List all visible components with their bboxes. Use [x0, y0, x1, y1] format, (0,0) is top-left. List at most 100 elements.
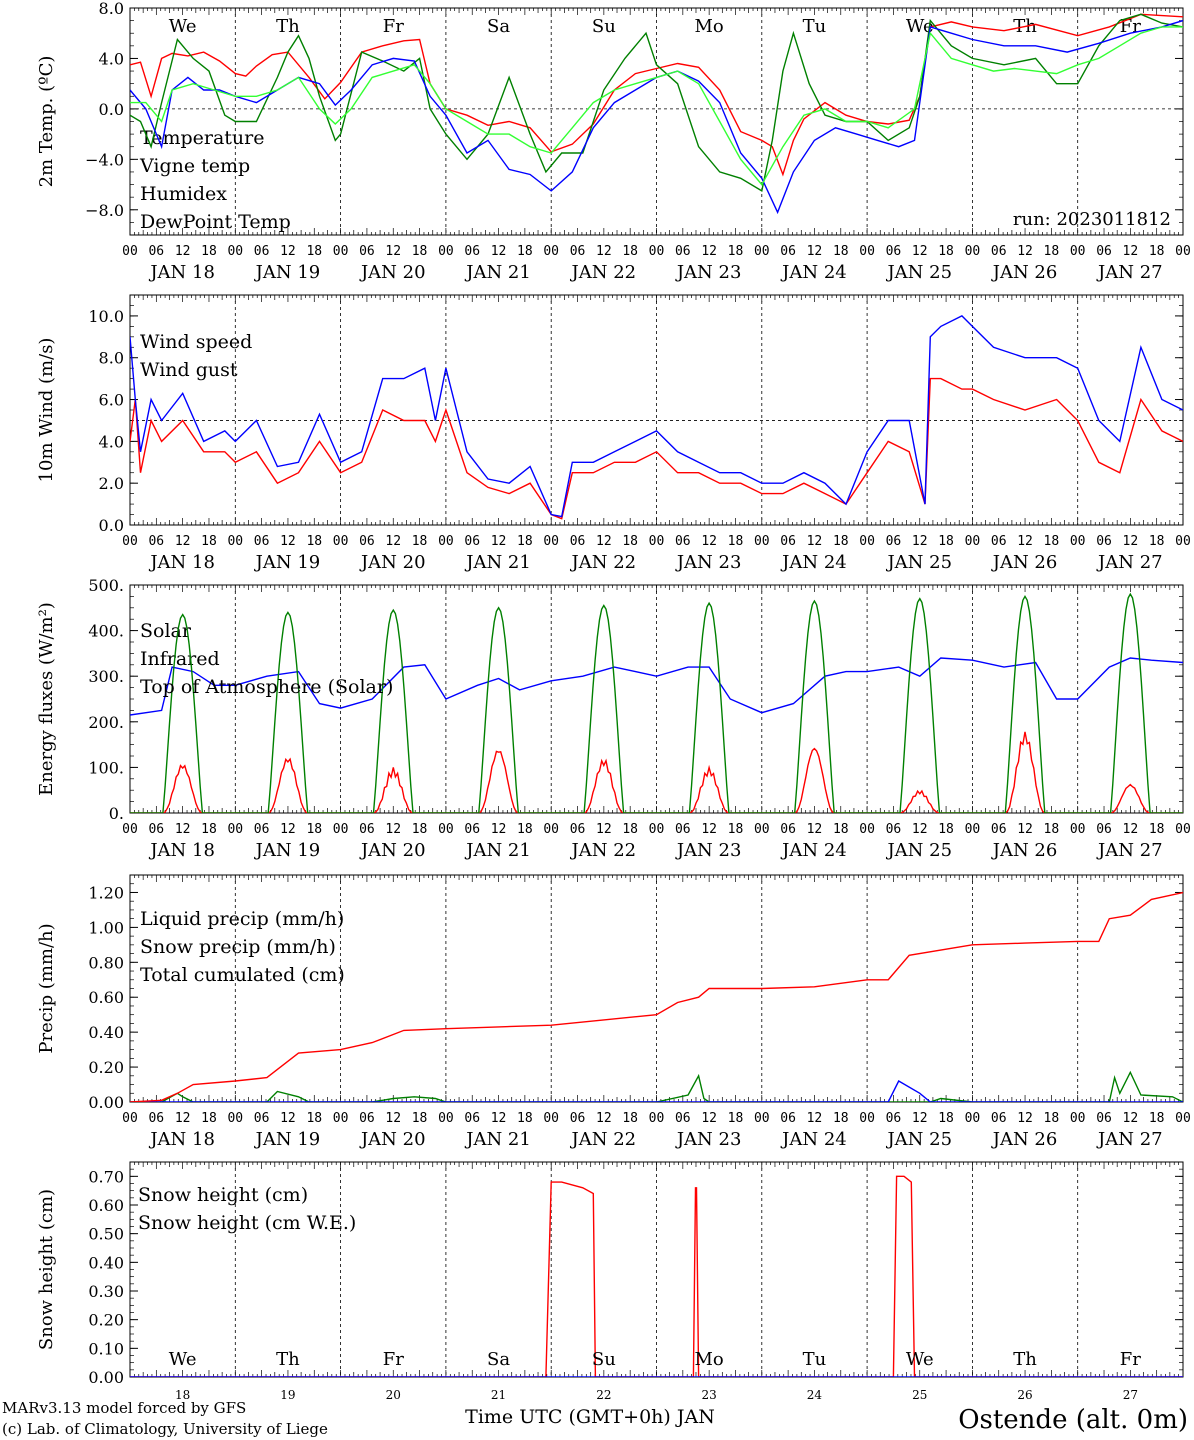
hour-label: 06 — [1096, 822, 1112, 837]
hour-label: 12 — [280, 244, 296, 259]
hour-label: 00 — [333, 822, 349, 837]
weekday-label: Su — [592, 1349, 616, 1370]
hour-label: 00 — [649, 244, 665, 259]
date-label: JAN 23 — [675, 262, 742, 283]
hour-label: 12 — [1123, 1111, 1139, 1126]
date-label: JAN 27 — [1096, 262, 1163, 283]
date-label: JAN 18 — [148, 1129, 215, 1150]
hour-label: 12 — [912, 534, 928, 549]
day-number-label: 26 — [1017, 1388, 1032, 1402]
run-label: run: 2023011812 — [1013, 209, 1171, 230]
weekday-label: Fr — [383, 16, 404, 37]
hour-label: 06 — [991, 1111, 1007, 1126]
hour-label: 18 — [1044, 1111, 1060, 1126]
hour-label: 06 — [464, 534, 480, 549]
hour-label: 12 — [1017, 822, 1033, 837]
hour-label: 06 — [780, 534, 796, 549]
hour-label: 12 — [912, 1111, 928, 1126]
hour-label: 12 — [596, 822, 612, 837]
y-tick-label: 0.60 — [88, 988, 124, 1007]
legend-entry: DewPoint Temp — [140, 211, 291, 233]
hour-label: 18 — [833, 822, 849, 837]
date-label: JAN 18 — [148, 552, 215, 573]
hour-label: 12 — [596, 1111, 612, 1126]
series-line-wind-0 — [130, 377, 1183, 520]
day-number-label: 23 — [702, 1388, 717, 1402]
hour-label: 12 — [385, 1111, 401, 1126]
hour-label: 00 — [649, 822, 665, 837]
y-tick-label: 2.0 — [99, 474, 124, 493]
hour-label: 18 — [833, 244, 849, 259]
hour-label: 00 — [227, 534, 243, 549]
hour-label: 00 — [649, 1111, 665, 1126]
legend-entry: Wind gust — [140, 359, 238, 381]
hour-label: 18 — [833, 534, 849, 549]
hour-label: 18 — [306, 1111, 322, 1126]
hour-label: 00 — [227, 1111, 243, 1126]
weekday-label: Mo — [695, 1349, 724, 1370]
hour-label: 18 — [728, 822, 744, 837]
y-axis-title: Snow height (cm) — [36, 1189, 57, 1350]
y-tick-label: 500. — [88, 576, 124, 595]
y-tick-label: 10.0 — [88, 307, 124, 326]
y-tick-label: 0.20 — [88, 1058, 124, 1077]
weekday-label: We — [169, 16, 197, 37]
date-label: JAN 25 — [885, 1129, 952, 1150]
legend-entry: Solar — [140, 620, 192, 642]
series-line-wind-1 — [130, 315, 1183, 518]
hour-label: 00 — [649, 534, 665, 549]
day-number-label: 20 — [386, 1388, 401, 1402]
weekday-label: Su — [592, 16, 616, 37]
legend-entry: Humidex — [140, 183, 227, 205]
hour-label: 12 — [701, 822, 717, 837]
y-tick-label: 8.0 — [99, 0, 124, 18]
hour-label: 00 — [333, 244, 349, 259]
hour-label: 00 — [438, 822, 454, 837]
hour-label: 00 — [1175, 1111, 1191, 1126]
hour-label: 12 — [491, 1111, 507, 1126]
date-label: JAN 27 — [1096, 552, 1163, 573]
day-number-label: 24 — [807, 1388, 823, 1402]
y-tick-label: 0.00 — [88, 1368, 124, 1387]
legend-entry: Top of Atmosphere (Solar) — [140, 676, 393, 698]
hour-label: 18 — [517, 822, 533, 837]
date-label: JAN 22 — [570, 262, 637, 283]
hour-label: 06 — [675, 244, 691, 259]
hour-label: 06 — [780, 1111, 796, 1126]
panel-energy: 0. 100. 200. 300. 400. 500. Energy fluxes (W/m… — [36, 576, 1191, 861]
date-label: JAN 21 — [464, 840, 531, 861]
hour-label: 06 — [991, 534, 1007, 549]
legend-entry: Snow height (cm) — [138, 1184, 308, 1206]
date-label: JAN 23 — [675, 552, 742, 573]
hour-label: 00 — [859, 822, 875, 837]
series-line-precip-0 — [130, 1070, 1183, 1102]
date-label: JAN 25 — [885, 262, 952, 283]
hour-label: 00 — [859, 534, 875, 549]
credit-line-1: MARv3.13 model forced by GFS — [2, 1399, 246, 1417]
hour-label: 12 — [912, 244, 928, 259]
hour-label: 00 — [965, 534, 981, 549]
y-tick-label: 0.30 — [88, 1282, 124, 1301]
hour-label: 00 — [438, 244, 454, 259]
hour-label: 06 — [254, 244, 270, 259]
y-tick-label: 1.20 — [88, 883, 124, 902]
hour-label: 00 — [754, 1111, 770, 1126]
date-label: JAN 21 — [464, 552, 531, 573]
legend-entry: Infrared — [140, 648, 220, 670]
hour-label: 06 — [780, 822, 796, 837]
hour-label: 12 — [596, 534, 612, 549]
day-number-label: 25 — [912, 1388, 927, 1402]
weekday-label: Sa — [487, 1349, 510, 1370]
series-line-temp-1 — [130, 13, 1183, 193]
hour-label: 12 — [807, 244, 823, 259]
hour-label: 18 — [833, 1111, 849, 1126]
date-label: JAN 24 — [780, 552, 847, 573]
hour-label: 00 — [122, 1111, 138, 1126]
weekday-label: We — [169, 1349, 197, 1370]
hour-label: 12 — [701, 1111, 717, 1126]
series-line-energy-0 — [130, 731, 1183, 813]
hour-label: 12 — [807, 822, 823, 837]
date-label: JAN 18 — [148, 840, 215, 861]
hour-label: 12 — [280, 534, 296, 549]
hour-label: 18 — [728, 244, 744, 259]
